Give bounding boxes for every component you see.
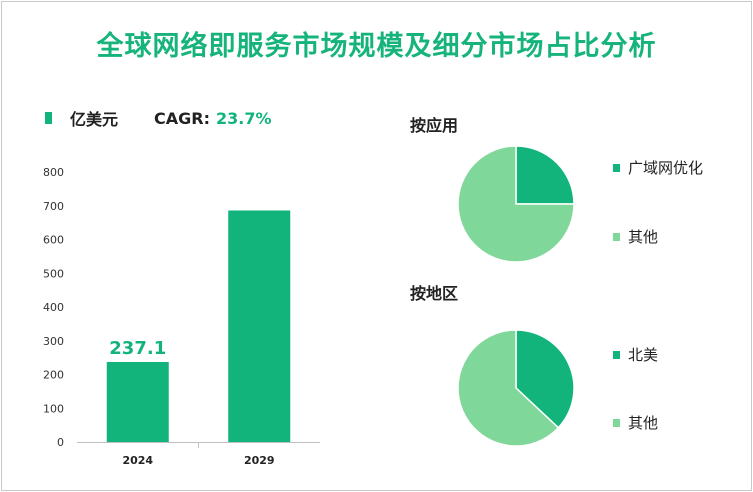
cagr-value: 23.7% [216, 108, 272, 128]
x-tick-label: 2024 [122, 454, 153, 467]
legend-swatch [613, 232, 620, 241]
pie1-title: 按应用 [410, 116, 459, 135]
bar-legend: 亿美元 CAGR: 23.7% [45, 106, 272, 130]
bar-2024 [106, 361, 169, 442]
y-tick-label: 700 [43, 200, 64, 213]
page-title: 全球网络即服务市场规模及细分市场占比分析 [96, 31, 657, 62]
pie1-slice-1 [457, 145, 575, 263]
data-label: 237.1 [109, 338, 166, 359]
pie2-title: 按地区 [410, 284, 459, 303]
bar-2029 [228, 210, 291, 442]
pie-chart-region [457, 329, 575, 447]
y-tick-label: 300 [43, 335, 64, 348]
y-tick-label: 600 [43, 234, 64, 247]
bar-chart: 0 100 200 300 400 500 600 700 800 2024 237.1 2029 [43, 166, 320, 467]
pie1-legend-item-1: 其他 [613, 226, 658, 247]
legend-swatch [45, 112, 52, 124]
x-tick-label: 2029 [244, 454, 275, 467]
pie1-legend-label-0: 广域网优化 [628, 159, 704, 177]
legend-swatch [613, 163, 620, 172]
pie1-legend-item-0: 广域网优化 [613, 157, 703, 178]
pie2-legend-label-0: 北美 [628, 346, 659, 364]
y-tick-label: 800 [43, 166, 64, 179]
legend-swatch [613, 418, 620, 427]
pie2-slice-0 [515, 329, 575, 429]
pie2-slice-1 [457, 329, 560, 447]
y-tick-label: 200 [43, 369, 64, 382]
y-tick-label: 0 [57, 436, 64, 449]
pie2-legend-label-1: 其他 [628, 414, 659, 432]
legend-swatch [613, 350, 620, 359]
pie1-slice-0 [515, 145, 575, 205]
pie1-legend-label-1: 其他 [628, 228, 659, 246]
y-tick-label: 500 [43, 267, 64, 280]
y-tick-label: 100 [43, 402, 64, 415]
unit-label: 亿美元 [70, 110, 119, 129]
pie-chart-application [457, 145, 575, 263]
y-tick-label: 400 [43, 301, 64, 314]
pie2-legend-item-1: 其他 [613, 412, 658, 433]
cagr-label: CAGR: [154, 108, 210, 128]
pie2-legend-item-0: 北美 [613, 344, 658, 365]
